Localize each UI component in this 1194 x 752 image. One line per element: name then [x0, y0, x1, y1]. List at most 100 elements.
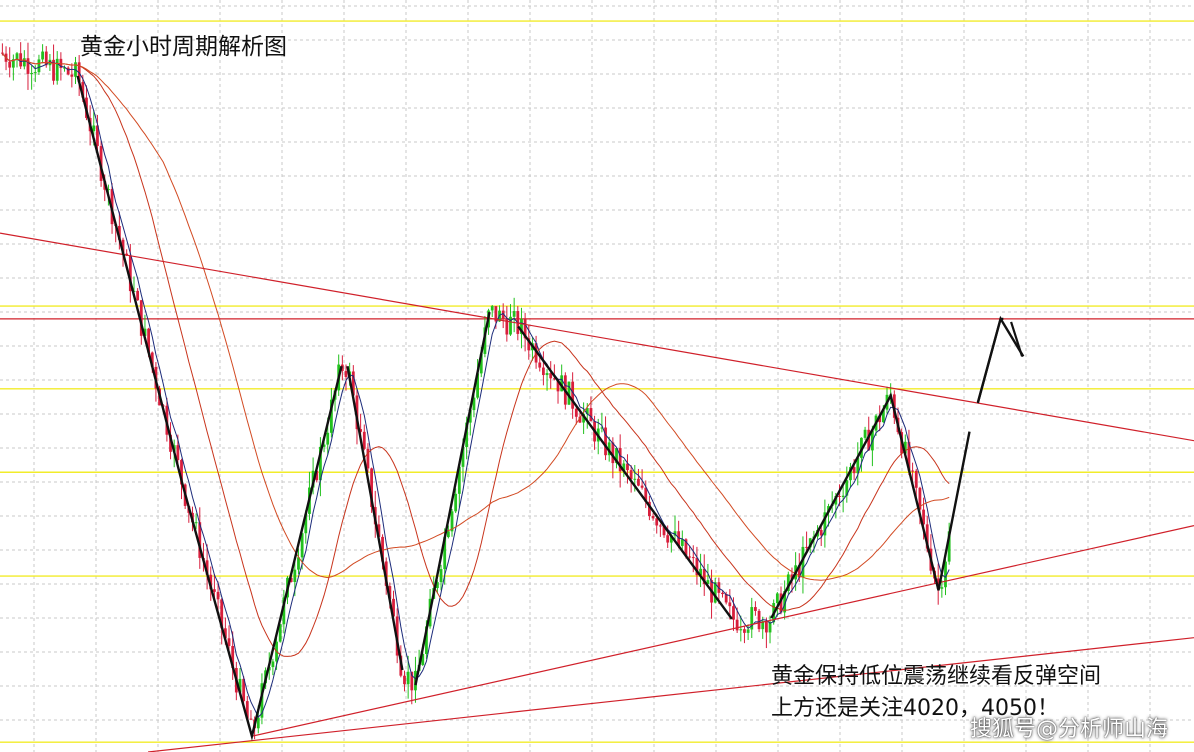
candle-body	[0, 52, 4, 54]
ma-slow-line	[2, 53, 950, 581]
candle-body	[589, 408, 593, 422]
candle-body	[903, 441, 907, 454]
trendline-descending-resistance	[0, 232, 1194, 442]
candle-body	[70, 74, 74, 77]
candle-body	[702, 568, 706, 584]
candle-body	[410, 671, 414, 691]
candle-body	[680, 539, 684, 546]
candle-body	[329, 399, 333, 433]
candle-body	[505, 318, 509, 335]
candle-body	[501, 310, 505, 319]
candle-body	[925, 524, 929, 549]
candle-body	[585, 408, 589, 415]
candle-body	[768, 622, 772, 633]
candle-body	[476, 373, 479, 398]
candle-body	[922, 509, 925, 525]
candle-body	[662, 525, 666, 536]
candle-body	[622, 463, 626, 472]
candle-body	[805, 546, 808, 548]
candle-body	[724, 594, 728, 603]
candle-body	[863, 429, 867, 438]
trendline-ascending-support-upper	[251, 525, 1194, 737]
candle-body	[655, 518, 659, 526]
candle-body	[300, 533, 304, 558]
candle-body	[231, 645, 235, 668]
candle-body	[600, 427, 604, 429]
candle-body	[611, 442, 615, 464]
candle-body	[567, 381, 571, 405]
candle-body	[117, 225, 121, 240]
candle-body	[293, 569, 297, 583]
candle-body	[213, 589, 216, 592]
candle-body	[41, 51, 44, 60]
candle-body	[607, 442, 611, 456]
candle-body	[790, 574, 794, 580]
candle-body	[106, 189, 110, 191]
candle-body	[22, 58, 26, 67]
zigzag-segment-5	[770, 392, 971, 619]
candle-body	[808, 538, 812, 548]
candle-body	[366, 448, 370, 469]
candle-body	[63, 67, 66, 69]
candle-body	[819, 529, 823, 536]
candle-body	[128, 255, 132, 292]
candle-body	[370, 468, 373, 508]
trendlines	[0, 232, 1194, 752]
candle-body	[666, 535, 670, 543]
candle-body	[764, 621, 768, 633]
candle-body	[245, 701, 249, 719]
candle-body	[615, 448, 618, 464]
candle-body	[66, 67, 70, 75]
candle-body	[936, 578, 940, 589]
candle-body	[30, 72, 34, 74]
candle-body	[223, 628, 227, 639]
candle-body	[574, 408, 578, 417]
candle-body	[699, 568, 702, 576]
candle-body	[454, 493, 458, 512]
candle-body	[852, 467, 856, 474]
chart-title: 黄金小时周期解析图	[80, 34, 287, 60]
candle-body	[691, 557, 695, 559]
candle-body	[571, 381, 575, 409]
candle-body	[735, 619, 739, 631]
candle-body	[362, 431, 366, 449]
candle-body	[651, 515, 655, 519]
candle-body	[8, 61, 12, 68]
candle-body	[644, 487, 648, 502]
candle-body	[421, 653, 425, 665]
zigzag-projection	[76, 75, 1025, 741]
candle-body	[626, 463, 629, 471]
candle-body	[838, 495, 841, 497]
candle-body	[757, 610, 761, 630]
candle-body	[143, 328, 147, 336]
candle-body	[150, 352, 154, 367]
candle-body	[37, 59, 41, 73]
candle-body	[403, 675, 406, 685]
candle-body	[721, 592, 724, 595]
candle-body	[706, 580, 710, 584]
candle-body	[688, 556, 692, 558]
zigzag-segment-4	[517, 325, 733, 620]
candle-body	[746, 629, 750, 633]
candle-body	[169, 434, 172, 452]
candle-body	[695, 557, 699, 576]
candle-body	[541, 367, 545, 376]
candle-body	[242, 678, 246, 702]
candle-body	[238, 678, 242, 693]
candle-body	[658, 525, 662, 527]
candle-body	[227, 638, 231, 646]
candle-body	[786, 574, 790, 592]
candle-body	[944, 561, 947, 588]
candle-body	[560, 375, 564, 392]
candle-body	[713, 582, 717, 603]
candle-body	[315, 470, 319, 481]
candle-body	[465, 422, 469, 448]
candle-body	[15, 53, 19, 60]
candle-body	[249, 718, 253, 720]
moving-averages	[2, 53, 950, 718]
candle-body	[669, 535, 673, 543]
candle-body	[256, 717, 260, 729]
annotation-line-2: 上方还是关注4020，4050！	[771, 696, 1059, 721]
watermark: 搜狐号@分析师山海	[969, 717, 1168, 742]
